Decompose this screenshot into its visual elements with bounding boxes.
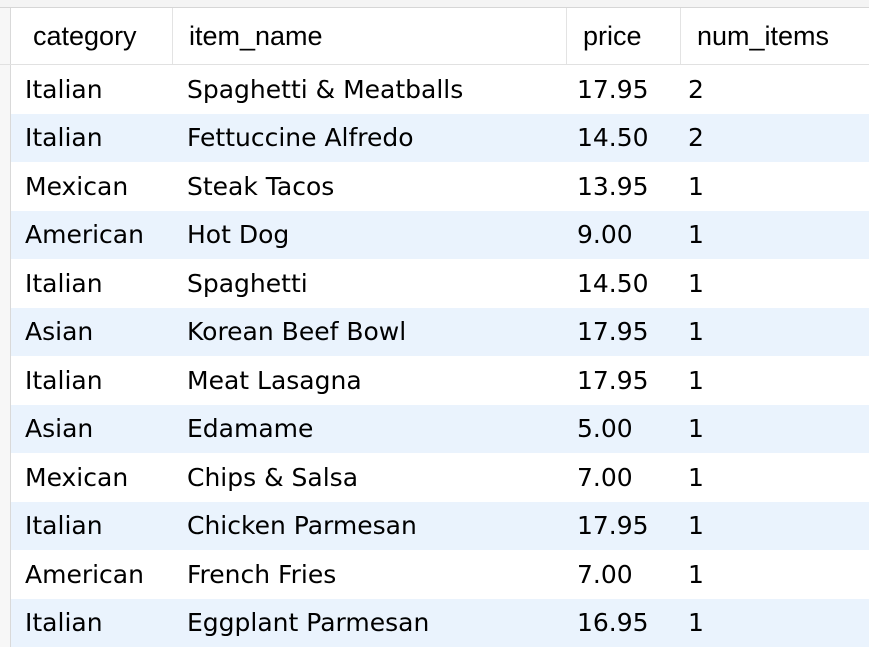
- row-selector[interactable]: [0, 502, 11, 551]
- table-row[interactable]: Italian Eggplant Parmesan 16.95 1: [0, 599, 869, 647]
- cell-price[interactable]: 17.95: [577, 502, 649, 551]
- cell-category[interactable]: Mexican: [25, 162, 128, 211]
- cell-num-items[interactable]: 2: [688, 114, 704, 163]
- row-selector[interactable]: [0, 65, 11, 114]
- cell-item-name[interactable]: French Fries: [187, 550, 336, 599]
- cell-category[interactable]: American: [25, 550, 144, 599]
- cell-category[interactable]: Asian: [25, 308, 93, 357]
- table-row[interactable]: American Hot Dog 9.00 1: [0, 211, 869, 260]
- column-header-price[interactable]: price: [583, 8, 642, 64]
- cell-price[interactable]: 9.00: [577, 211, 633, 260]
- row-selector[interactable]: [0, 550, 11, 599]
- cell-price[interactable]: 17.95: [577, 356, 649, 405]
- row-selector[interactable]: [0, 356, 11, 405]
- cell-num-items[interactable]: 2: [688, 65, 704, 114]
- cell-category[interactable]: Italian: [25, 599, 103, 647]
- table-row[interactable]: Asian Edamame 5.00 1: [0, 405, 869, 454]
- column-header-category[interactable]: category: [33, 8, 137, 64]
- cell-item-name[interactable]: Spaghetti: [187, 259, 308, 308]
- cell-category[interactable]: Italian: [25, 65, 103, 114]
- column-divider[interactable]: [566, 8, 567, 64]
- column-divider[interactable]: [172, 8, 173, 64]
- cell-price[interactable]: 14.50: [577, 114, 649, 163]
- cell-num-items[interactable]: 1: [688, 599, 704, 647]
- cell-item-name[interactable]: Korean Beef Bowl: [187, 308, 406, 357]
- cell-price[interactable]: 16.95: [577, 599, 649, 647]
- cell-num-items[interactable]: 1: [688, 308, 704, 357]
- cell-category[interactable]: Asian: [25, 405, 93, 454]
- cell-num-items[interactable]: 1: [688, 453, 704, 502]
- cell-num-items[interactable]: 1: [688, 502, 704, 551]
- cell-item-name[interactable]: Eggplant Parmesan: [187, 599, 429, 647]
- table-row[interactable]: American French Fries 7.00 1: [0, 550, 869, 599]
- cell-item-name[interactable]: Fettuccine Alfredo: [187, 114, 414, 163]
- row-selector[interactable]: [0, 162, 11, 211]
- cell-num-items[interactable]: 1: [688, 259, 704, 308]
- cell-item-name[interactable]: Hot Dog: [187, 211, 289, 260]
- cell-category[interactable]: Italian: [25, 502, 103, 551]
- column-header-item-name[interactable]: item_name: [189, 8, 323, 64]
- cell-item-name[interactable]: Spaghetti & Meatballs: [187, 65, 463, 114]
- grid-header-row: category item_name price num_items: [0, 8, 869, 65]
- result-grid: category item_name price num_items Itali…: [0, 8, 869, 647]
- cell-price[interactable]: 7.00: [577, 453, 633, 502]
- cell-price[interactable]: 7.00: [577, 550, 633, 599]
- row-selector[interactable]: [0, 114, 11, 163]
- table-row[interactable]: Italian Spaghetti 14.50 1: [0, 259, 869, 308]
- grid-top-strip: [0, 0, 869, 8]
- cell-item-name[interactable]: Steak Tacos: [187, 162, 334, 211]
- table-row[interactable]: Italian Meat Lasagna 17.95 1: [0, 356, 869, 405]
- cell-category[interactable]: Italian: [25, 259, 103, 308]
- cell-category[interactable]: American: [25, 211, 144, 260]
- cell-num-items[interactable]: 1: [688, 550, 704, 599]
- row-selector[interactable]: [0, 308, 11, 357]
- row-selector[interactable]: [0, 599, 11, 647]
- row-selector-header[interactable]: [0, 8, 11, 64]
- row-selector[interactable]: [0, 259, 11, 308]
- cell-price[interactable]: 14.50: [577, 259, 649, 308]
- cell-category[interactable]: Italian: [25, 356, 103, 405]
- cell-num-items[interactable]: 1: [688, 162, 704, 211]
- table-row[interactable]: Mexican Chips & Salsa 7.00 1: [0, 453, 869, 502]
- cell-price[interactable]: 17.95: [577, 65, 649, 114]
- row-selector[interactable]: [0, 453, 11, 502]
- column-header-num-items[interactable]: num_items: [697, 8, 829, 64]
- cell-category[interactable]: Italian: [25, 114, 103, 163]
- table-row[interactable]: Mexican Steak Tacos 13.95 1: [0, 162, 869, 211]
- row-selector[interactable]: [0, 405, 11, 454]
- column-divider[interactable]: [680, 8, 681, 64]
- cell-price[interactable]: 13.95: [577, 162, 649, 211]
- row-selector[interactable]: [0, 211, 11, 260]
- cell-item-name[interactable]: Chips & Salsa: [187, 453, 358, 502]
- cell-num-items[interactable]: 1: [688, 211, 704, 260]
- table-row[interactable]: Asian Korean Beef Bowl 17.95 1: [0, 308, 869, 357]
- table-row[interactable]: Italian Spaghetti & Meatballs 17.95 2: [0, 65, 869, 114]
- cell-category[interactable]: Mexican: [25, 453, 128, 502]
- cell-item-name[interactable]: Chicken Parmesan: [187, 502, 417, 551]
- cell-price[interactable]: 5.00: [577, 405, 633, 454]
- table-row[interactable]: Italian Chicken Parmesan 17.95 1: [0, 502, 869, 551]
- cell-price[interactable]: 17.95: [577, 308, 649, 357]
- cell-num-items[interactable]: 1: [688, 356, 704, 405]
- cell-num-items[interactable]: 1: [688, 405, 704, 454]
- table-row[interactable]: Italian Fettuccine Alfredo 14.50 2: [0, 114, 869, 163]
- cell-item-name[interactable]: Meat Lasagna: [187, 356, 362, 405]
- cell-item-name[interactable]: Edamame: [187, 405, 313, 454]
